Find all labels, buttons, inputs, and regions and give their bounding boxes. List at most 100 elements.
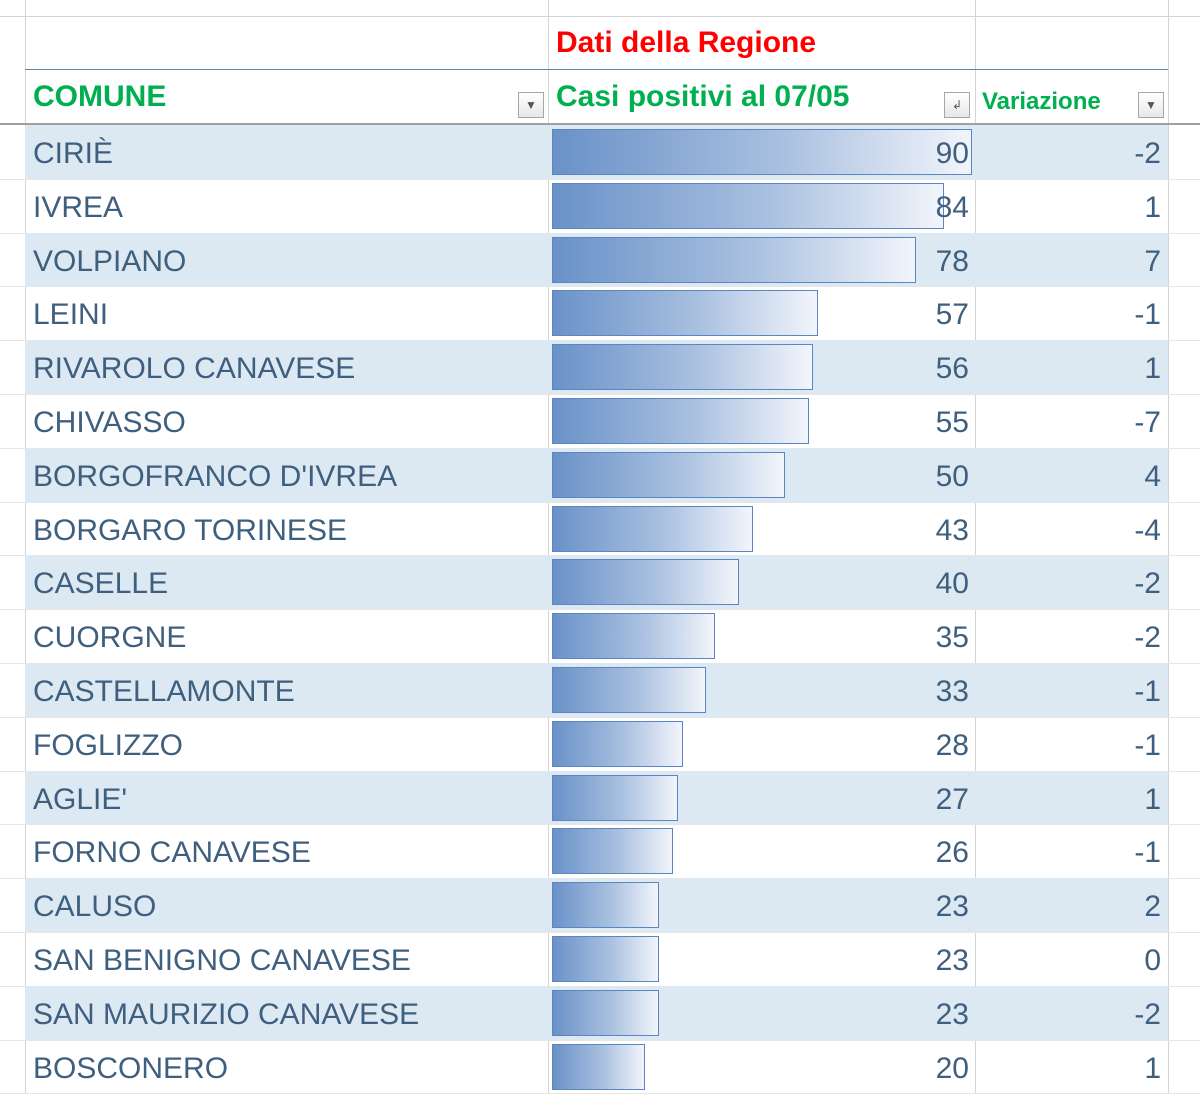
data-bar bbox=[552, 236, 916, 283]
sort-descending-icon[interactable]: ↲ bbox=[944, 92, 970, 118]
table-row[interactable]: SAN MAURIZIO CANAVESE 23 -2 bbox=[25, 985, 1168, 1040]
variazione-cell: -2 bbox=[1134, 137, 1161, 170]
casi-cell: 57 bbox=[935, 298, 969, 332]
comune-cell: CASELLE bbox=[33, 567, 169, 601]
table-row[interactable]: CUORGNE 35 -2 bbox=[25, 609, 1168, 663]
table-row[interactable]: SAN BENIGNO CANAVESE 23 0 bbox=[25, 932, 1168, 986]
data-bar bbox=[552, 720, 683, 767]
table-row[interactable]: FORNO CANAVESE 26 -1 bbox=[25, 824, 1168, 878]
variazione-cell: 1 bbox=[1144, 190, 1161, 224]
data-bar bbox=[552, 129, 972, 175]
variazione-cell: 1 bbox=[1144, 352, 1161, 386]
gridline bbox=[25, 0, 26, 1094]
gridline bbox=[0, 609, 1200, 611]
table-row[interactable]: CASTELLAMONTE 33 -1 bbox=[25, 663, 1168, 717]
comune-cell: CASTELLAMONTE bbox=[33, 675, 295, 708]
table-row[interactable]: FOGLIZZO 28 -1 bbox=[25, 717, 1168, 771]
filter-dropdown-icon[interactable]: ▼ bbox=[1138, 92, 1164, 118]
gridline bbox=[0, 1039, 1200, 1041]
comune-cell: CHIVASSO bbox=[33, 406, 186, 439]
comune-cell: BOSCONERO bbox=[33, 1051, 229, 1085]
table-row[interactable]: RIVAROLO CANAVESE 56 1 bbox=[25, 340, 1168, 395]
gridline bbox=[548, 0, 549, 1094]
gridline bbox=[0, 932, 1200, 933]
variazione-cell: -1 bbox=[1134, 298, 1161, 332]
casi-cell: 23 bbox=[935, 890, 969, 924]
casi-cell: 50 bbox=[935, 459, 969, 493]
comune-cell: SAN BENIGNO CANAVESE bbox=[33, 944, 411, 977]
data-bar bbox=[552, 1043, 646, 1090]
variazione-cell: -4 bbox=[1134, 513, 1161, 547]
gridline bbox=[0, 16, 1200, 17]
column-header-variazione: Variazione bbox=[982, 88, 1101, 115]
casi-cell: 33 bbox=[935, 675, 969, 708]
comune-cell: BORGARO TORINESE bbox=[33, 513, 347, 547]
casi-cell: 27 bbox=[935, 782, 969, 816]
table-row[interactable]: AGLIE' 27 1 bbox=[25, 770, 1168, 825]
variazione-cell: -1 bbox=[1134, 836, 1161, 870]
casi-cell: 78 bbox=[935, 244, 969, 278]
table-row[interactable]: VOLPIANO 78 7 bbox=[25, 232, 1168, 287]
data-bar bbox=[552, 398, 809, 444]
data-bar bbox=[552, 344, 814, 391]
table-row[interactable]: CIRIÈ 90 -2 bbox=[25, 125, 1168, 179]
data-bar bbox=[552, 505, 753, 552]
comune-cell: LEINI bbox=[33, 298, 109, 332]
table-row[interactable]: BORGOFRANCO D'IVREA 50 4 bbox=[25, 447, 1168, 502]
comune-cell: CALUSO bbox=[33, 890, 157, 924]
casi-cell: 20 bbox=[935, 1051, 969, 1085]
gridline bbox=[0, 716, 1200, 718]
casi-cell: 90 bbox=[935, 137, 969, 170]
casi-cell: 56 bbox=[935, 352, 969, 386]
data-bar bbox=[552, 882, 660, 929]
gridline bbox=[0, 286, 1200, 288]
casi-cell: 55 bbox=[935, 406, 969, 439]
data-bar bbox=[552, 182, 944, 229]
table-row[interactable]: CASELLE 40 -2 bbox=[25, 555, 1168, 610]
comune-cell: SAN MAURIZIO CANAVESE bbox=[33, 997, 420, 1031]
filter-dropdown-icon[interactable]: ▼ bbox=[518, 92, 544, 118]
casi-cell: 40 bbox=[935, 567, 969, 601]
comune-cell: IVREA bbox=[33, 190, 124, 224]
data-bar bbox=[552, 667, 706, 713]
data-bar bbox=[552, 451, 786, 498]
table-row[interactable]: IVREA 84 1 bbox=[25, 179, 1168, 233]
data-bar bbox=[552, 774, 678, 821]
table-row[interactable]: BORGARO TORINESE 43 -4 bbox=[25, 502, 1168, 556]
data-bar bbox=[552, 828, 674, 875]
data-bar bbox=[552, 936, 660, 982]
casi-cell: 23 bbox=[935, 944, 969, 977]
gridline bbox=[0, 501, 1200, 503]
casi-cell: 84 bbox=[935, 190, 969, 224]
variazione-cell: -2 bbox=[1134, 997, 1161, 1031]
casi-cell: 43 bbox=[935, 513, 969, 547]
data-bar bbox=[552, 290, 818, 337]
variazione-cell: 1 bbox=[1144, 782, 1161, 816]
gridline bbox=[975, 0, 976, 1094]
variazione-cell: 1 bbox=[1144, 1051, 1161, 1085]
gridline bbox=[0, 178, 1200, 180]
table-row[interactable]: CALUSO 23 2 bbox=[25, 878, 1168, 933]
comune-cell: AGLIE' bbox=[33, 782, 128, 816]
table-row[interactable]: CHIVASSO 55 -7 bbox=[25, 394, 1168, 448]
header-bottom-border bbox=[0, 123, 1200, 125]
variazione-cell: -2 bbox=[1134, 567, 1161, 601]
casi-cell: 35 bbox=[935, 621, 969, 655]
column-header-casi: Casi positivi al 07/05 bbox=[556, 80, 850, 113]
variazione-cell: 2 bbox=[1144, 890, 1161, 924]
table-row[interactable]: LEINI 57 -1 bbox=[25, 286, 1168, 340]
comune-cell: VOLPIANO bbox=[33, 244, 187, 278]
casi-cell: 23 bbox=[935, 997, 969, 1031]
variazione-cell: 7 bbox=[1144, 244, 1161, 278]
variazione-cell: 0 bbox=[1144, 944, 1161, 977]
comune-cell: BORGOFRANCO D'IVREA bbox=[33, 459, 398, 493]
gridline bbox=[0, 824, 1200, 826]
gridline bbox=[1168, 0, 1169, 1094]
comune-cell: RIVAROLO CANAVESE bbox=[33, 352, 356, 386]
table-top-border bbox=[25, 69, 1168, 70]
table-row[interactable]: BOSCONERO 20 1 bbox=[25, 1040, 1168, 1094]
data-bar bbox=[552, 613, 716, 660]
variazione-cell: -7 bbox=[1134, 406, 1161, 439]
section-title: Dati della Regione bbox=[556, 26, 817, 59]
data-bar bbox=[552, 989, 660, 1036]
